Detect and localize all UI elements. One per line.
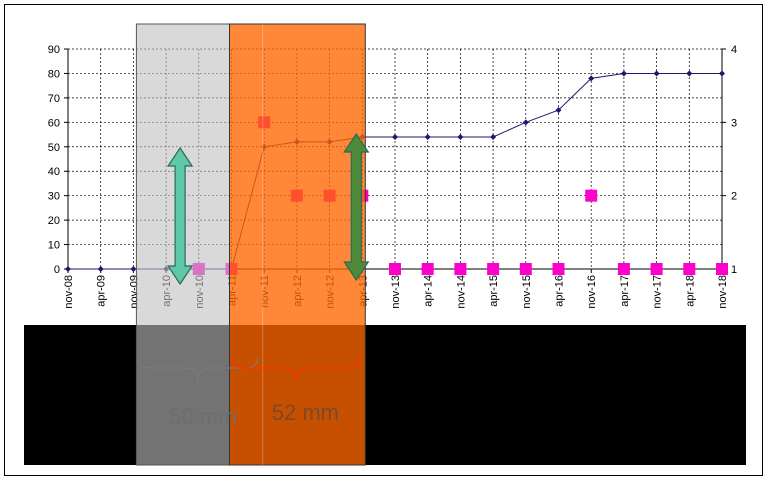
x-tick-label: nov-13 xyxy=(390,275,402,309)
y-left-tick-label: 90 xyxy=(48,44,60,56)
arrow-left xyxy=(166,146,194,286)
y-left-tick-label: 10 xyxy=(48,240,60,252)
line-point xyxy=(555,107,562,114)
overlays: 50 mm 52 mm xyxy=(135,23,370,466)
x-tick-label: apr-16 xyxy=(554,275,566,307)
x-tick-label: apr-09 xyxy=(96,275,108,307)
line-point xyxy=(653,70,660,77)
band-right-label: 52 mm xyxy=(272,400,339,425)
line-point xyxy=(522,119,529,126)
orange-band xyxy=(229,23,366,466)
y-left-tick-label: 60 xyxy=(48,117,60,129)
x-tick-label: nov-15 xyxy=(521,275,533,309)
line-point xyxy=(392,134,398,140)
line-point xyxy=(97,266,104,272)
line-point xyxy=(719,70,725,77)
line-point xyxy=(457,134,464,140)
brace-right xyxy=(230,357,360,383)
x-tick-label: nov-08 xyxy=(63,275,75,309)
x-tick-label: apr-17 xyxy=(619,275,631,307)
band-left-label: 50 mm xyxy=(169,404,236,429)
y-left-tick-label: 50 xyxy=(48,142,60,154)
line-point xyxy=(686,70,693,77)
y-left-tick-label: 0 xyxy=(54,264,60,276)
y-right-tick-label: 3 xyxy=(731,117,737,129)
x-tick-label: nov-18 xyxy=(717,275,729,309)
line-point xyxy=(130,266,137,272)
scatter-point xyxy=(585,189,598,202)
x-tick-label: apr-14 xyxy=(423,275,435,307)
scatter-point xyxy=(389,263,401,275)
line-point xyxy=(490,134,497,140)
line-point xyxy=(620,70,627,77)
line-point xyxy=(588,75,595,82)
x-tick-label: nov-14 xyxy=(455,275,467,309)
scatter-point xyxy=(454,263,467,275)
y-left-tick-label: 80 xyxy=(48,68,60,80)
x-tick-label: apr-15 xyxy=(488,275,500,307)
scatter-point xyxy=(716,263,728,275)
y-right-tick-label: 1 xyxy=(731,264,737,276)
scatter-point xyxy=(552,263,565,275)
scatter-point xyxy=(683,263,696,275)
black-backdrop xyxy=(24,325,746,465)
scatter-point xyxy=(421,263,434,275)
arrow-right xyxy=(343,132,370,282)
y-left-tick-label: 70 xyxy=(48,93,60,105)
y-left-tick-label: 30 xyxy=(48,191,60,203)
scatter-point xyxy=(650,263,663,275)
y-right-tick-label: 2 xyxy=(731,191,737,203)
scatter-point xyxy=(617,263,630,275)
line-point xyxy=(65,266,71,272)
x-tick-label: nov-17 xyxy=(652,275,664,309)
outer-frame xyxy=(4,4,763,476)
y-left-tick-label: 40 xyxy=(48,166,60,178)
x-tick-label: apr-18 xyxy=(684,275,696,307)
line-point xyxy=(424,134,431,140)
y-right-tick-label: 4 xyxy=(731,44,737,56)
orange-band-edge xyxy=(262,24,264,465)
scatter-point xyxy=(519,263,532,275)
brace-left xyxy=(137,357,259,383)
scatter-point xyxy=(487,263,500,275)
y-left-tick-label: 20 xyxy=(48,215,60,227)
x-tick-label: nov-16 xyxy=(586,275,598,309)
